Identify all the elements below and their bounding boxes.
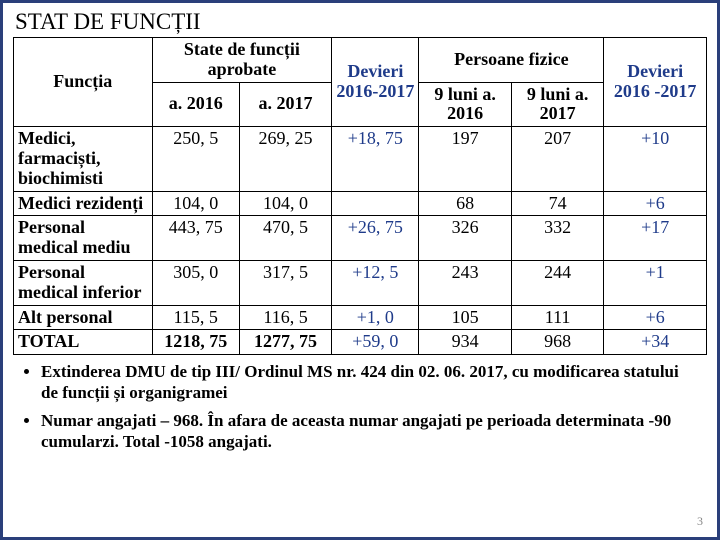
staff-table: Funcția State de funcții aprobate Devier… <box>13 37 707 355</box>
cell-dev2: +1 <box>604 260 707 305</box>
cell-dev2: +10 <box>604 127 707 191</box>
cell-a2017: 104, 0 <box>239 191 331 216</box>
cell-p1: 934 <box>419 330 511 355</box>
cell-dev2: +17 <box>604 216 707 261</box>
th-p9-2016: 9 luni a. 2016 <box>419 82 511 127</box>
th-a2016: a. 2016 <box>152 82 239 127</box>
cell-p2: 74 <box>511 191 603 216</box>
cell-p2: 244 <box>511 260 603 305</box>
cell-dev2: +6 <box>604 191 707 216</box>
th-a2017: a. 2017 <box>239 82 331 127</box>
cell-dev1: +12, 5 <box>332 260 419 305</box>
table-row: Medici, farmaciști, biochimisti250, 5269… <box>14 127 707 191</box>
th-functia: Funcția <box>14 38 153 127</box>
cell-a2016: 115, 5 <box>152 305 239 330</box>
cell-a2016: 305, 0 <box>152 260 239 305</box>
table-header: Funcția State de funcții aprobate Devier… <box>14 38 707 127</box>
th-dev1: Devieri 2016-2017 <box>332 38 419 127</box>
row-label: TOTAL <box>14 330 153 355</box>
cell-a2017: 269, 25 <box>239 127 331 191</box>
cell-a2016: 1218, 75 <box>152 330 239 355</box>
cell-dev1: +59, 0 <box>332 330 419 355</box>
th-persfiz: Persoane fizice <box>419 38 604 83</box>
cell-p1: 68 <box>419 191 511 216</box>
note-item: Extinderea DMU de tip III/ Ordinul MS nr… <box>41 361 699 404</box>
cell-p1: 105 <box>419 305 511 330</box>
cell-p2: 968 <box>511 330 603 355</box>
cell-p1: 243 <box>419 260 511 305</box>
th-p9-2017: 9 luni a. 2017 <box>511 82 603 127</box>
cell-a2016: 104, 0 <box>152 191 239 216</box>
cell-a2017: 317, 5 <box>239 260 331 305</box>
table-body: Medici, farmaciști, biochimisti250, 5269… <box>14 127 707 355</box>
slide: STAT DE FUNCȚII Funcția State de funcții… <box>0 0 720 540</box>
cell-a2017: 470, 5 <box>239 216 331 261</box>
table-row: Alt personal115, 5116, 5+1, 0105111+6 <box>14 305 707 330</box>
cell-dev2: +6 <box>604 305 707 330</box>
cell-dev1: +26, 75 <box>332 216 419 261</box>
cell-p2: 332 <box>511 216 603 261</box>
row-label: Medici rezidenți <box>14 191 153 216</box>
row-label: Personal medical inferior <box>14 260 153 305</box>
cell-dev1: +18, 75 <box>332 127 419 191</box>
page-number: 3 <box>697 514 703 529</box>
cell-p2: 207 <box>511 127 603 191</box>
cell-dev2: +34 <box>604 330 707 355</box>
table-row: Medici rezidenți104, 0104, 06874+6 <box>14 191 707 216</box>
cell-p1: 326 <box>419 216 511 261</box>
th-dev2: Devieri 2016 -2017 <box>604 38 707 127</box>
table-row: Personal medical mediu443, 75470, 5+26, … <box>14 216 707 261</box>
row-label: Medici, farmaciști, biochimisti <box>14 127 153 191</box>
table-total-row: TOTAL1218, 751277, 75+59, 0934968+34 <box>14 330 707 355</box>
note-item: Numar angajati – 968. În afara de aceast… <box>41 410 699 453</box>
notes-list: Extinderea DMU de tip III/ Ordinul MS nr… <box>19 361 707 452</box>
cell-a2017: 116, 5 <box>239 305 331 330</box>
th-aprobate: State de funcții aprobate <box>152 38 332 83</box>
page-title: STAT DE FUNCȚII <box>15 9 707 35</box>
table-row: Personal medical inferior305, 0317, 5+12… <box>14 260 707 305</box>
cell-dev1: +1, 0 <box>332 305 419 330</box>
cell-a2016: 250, 5 <box>152 127 239 191</box>
cell-dev1 <box>332 191 419 216</box>
row-label: Alt personal <box>14 305 153 330</box>
row-label: Personal medical mediu <box>14 216 153 261</box>
cell-p2: 111 <box>511 305 603 330</box>
cell-a2016: 443, 75 <box>152 216 239 261</box>
cell-a2017: 1277, 75 <box>239 330 331 355</box>
cell-p1: 197 <box>419 127 511 191</box>
